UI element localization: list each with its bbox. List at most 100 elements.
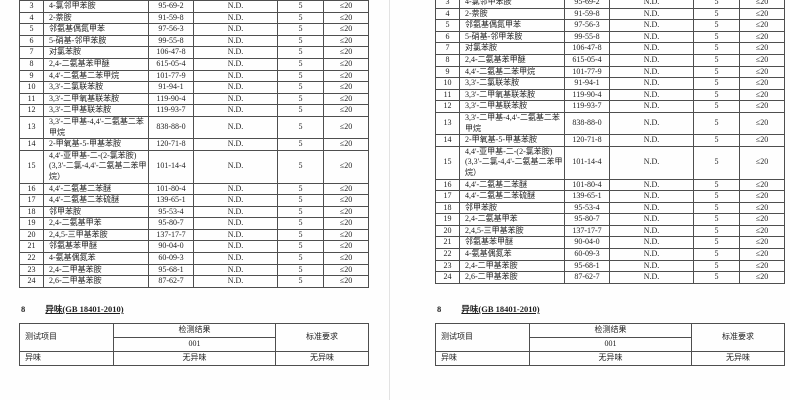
cell-index: 20 [19,228,44,242]
cell-requirement: ≤20 [739,88,785,102]
cell-index: 5 [435,19,460,32]
cell-index: 11 [19,92,44,106]
cell-detection-limit: 5 [693,134,740,147]
table-row: 15 4,4'-亚甲基-二-(2-氯苯胺) (3,3'-二氯-4,4'-二氨基二苯… [435,145,785,180]
cell-result: N.D. [609,100,694,113]
odor-data-row: 异味 无异味 无异味 [19,351,369,366]
cell-result: N.D. [193,57,278,71]
cell-requirement: ≤20 [739,145,785,180]
cell-odor-result: 无异味 [529,351,692,366]
cell-index: 6 [19,34,44,48]
cell-substance-name: 4,4'-二氨基二苯硫醚 [43,194,149,207]
cell-substance-name: 3,3'-二甲氧基联苯胺 [459,88,565,102]
cell-result: N.D. [609,88,694,102]
cell-detection-limit: 5 [693,88,740,102]
cell-detection-limit: 5 [277,104,324,117]
table-row: 12 3,3'-二甲基联苯胺 119-93-7 N.D. 5 ≤20 [19,104,369,117]
table-row: 13 3,3'-二甲基-4,4'-二氨基二苯甲烷 838-88-0 N.D. 5 ≤20 [19,115,369,140]
cell-requirement: ≤20 [323,240,369,254]
cell-substance-name: 3,3'-二氯联苯胺 [43,81,149,94]
cell-index: 21 [19,240,44,254]
cell-cas-number: 99-55-8 [148,34,194,48]
cell-odor-item: 异味 [19,351,114,366]
cell-detection-limit: 5 [693,7,740,21]
odor-header-row: 测试项目 检测结果 标准要求 [19,323,369,352]
cell-requirement: ≤20 [739,30,785,44]
cell-requirement: ≤20 [323,252,369,265]
cell-substance-name: 对氯苯胺 [459,42,565,55]
cell-cas-number: 101-14-4 [148,149,194,184]
cell-substance-name: 2,4-二氨基苯甲醚 [459,53,565,67]
cell-result: N.D. [609,30,694,44]
cell-result: N.D. [609,111,694,136]
cell-index: 8 [19,57,44,71]
cell-cas-number: 137-17-7 [564,224,610,238]
cell-cas-number: 119-93-7 [148,104,194,117]
cell-result: N.D. [193,81,278,94]
cell-detection-limit: 5 [693,42,740,55]
table-row: 9 4,4'-二氨基二苯甲烷 101-77-9 N.D. 5 ≤20 [19,69,369,83]
cell-detection-limit: 5 [693,178,740,192]
table-row: 8 2,4-二氨基苯甲醚 615-05-4 N.D. 5 ≤20 [19,57,369,71]
cell-result: N.D. [193,69,278,83]
cell-index: 23 [435,259,460,273]
cell-result: N.D. [609,271,694,284]
cell-result: N.D. [193,194,278,207]
table-row: 10 3,3'-二氯联苯胺 91-94-1 N.D. 5 ≤20 [435,77,785,90]
aromatic-amines-table: 3 4-氯邻甲苯胺 95-69-2 N.D. 5 ≤20 4 2-萘胺 91-59-8 N.D. 5… [19,0,369,288]
cell-requirement: ≤20 [323,263,369,277]
cell-cas-number: 91-59-8 [148,11,194,25]
table-row: 9 4,4'-二氨基二苯甲烷 101-77-9 N.D. 5 ≤20 [435,65,785,79]
cell-requirement: ≤20 [323,46,369,59]
cell-detection-limit: 5 [693,0,740,9]
cell-result: N.D. [609,190,694,203]
cell-index: 13 [19,115,44,140]
cell-detection-limit: 5 [693,236,740,250]
cell-substance-name: 邻氨基苯甲醚 [459,236,565,250]
table-row: 20 2,4,5-三甲基苯胺 137-17-7 N.D. 5 ≤20 [19,228,369,242]
cell-requirement: ≤20 [323,23,369,36]
cell-index: 19 [19,217,44,230]
table-row: 10 3,3'-二氯联苯胺 91-94-1 N.D. 5 ≤20 [19,81,369,94]
cell-requirement: ≤20 [739,248,785,261]
cell-index: 8 [435,53,460,67]
cell-cas-number: 101-80-4 [148,182,194,196]
cell-result: N.D. [193,149,278,184]
cell-requirement: ≤20 [739,7,785,21]
cell-index: 19 [435,213,460,226]
cell-substance-name: 2,4-二氨基甲苯 [459,213,565,226]
cell-requirement: ≤20 [323,194,369,207]
table-row: 14 2-甲氧基-5-甲基苯胺 120-71-8 N.D. 5 ≤20 [435,134,785,147]
cell-index: 9 [19,69,44,83]
cell-requirement: ≤20 [739,201,785,215]
cell-detection-limit: 5 [693,248,740,261]
cell-requirement: ≤20 [739,100,785,113]
cell-requirement: ≤20 [739,190,785,203]
cell-result: N.D. [193,228,278,242]
cell-index: 3 [435,0,460,9]
cell-detection-limit: 5 [277,92,324,106]
cell-result: N.D. [193,217,278,230]
cell-requirement: ≤20 [739,65,785,79]
cell-sample-id: 001 [529,337,692,352]
cell-result: N.D. [609,53,694,67]
section-heading: 8 异味(GB 18401-2010) [435,303,784,316]
cell-index: 21 [435,236,460,250]
table-row: 14 2-甲氧基-5-甲基苯胺 120-71-8 N.D. 5 ≤20 [19,138,369,151]
cell-result: N.D. [609,0,694,9]
cell-substance-name: 4-氨基偶氮苯 [459,248,565,261]
cell-detection-limit: 5 [277,34,324,48]
cell-detection-limit: 5 [693,190,740,203]
cell-result: N.D. [609,178,694,192]
table-row: 12 3,3'-二甲基联苯胺 119-93-7 N.D. 5 ≤20 [435,100,785,113]
document-page-right: 3 4-氯邻甲苯胺 95-69-2 N.D. 5 ≤20 4 2-萘胺 91-59-8 N.D. 5… [390,0,790,400]
cell-cas-number: 91-94-1 [564,77,610,90]
table-row: 15 4,4'-亚甲基-二-(2-氯苯胺) (3,3'-二氯-4,4'-二氨基二苯… [19,149,369,184]
cell-cas-number: 90-04-0 [564,236,610,250]
cell-index: 13 [435,111,460,136]
cell-index: 6 [435,30,460,44]
cell-detection-limit: 5 [277,205,324,219]
cell-cas-number: 838-88-0 [148,115,194,140]
cell-cas-number: 137-17-7 [148,228,194,242]
cell-substance-name: 2,4-二甲基苯胺 [459,259,565,273]
